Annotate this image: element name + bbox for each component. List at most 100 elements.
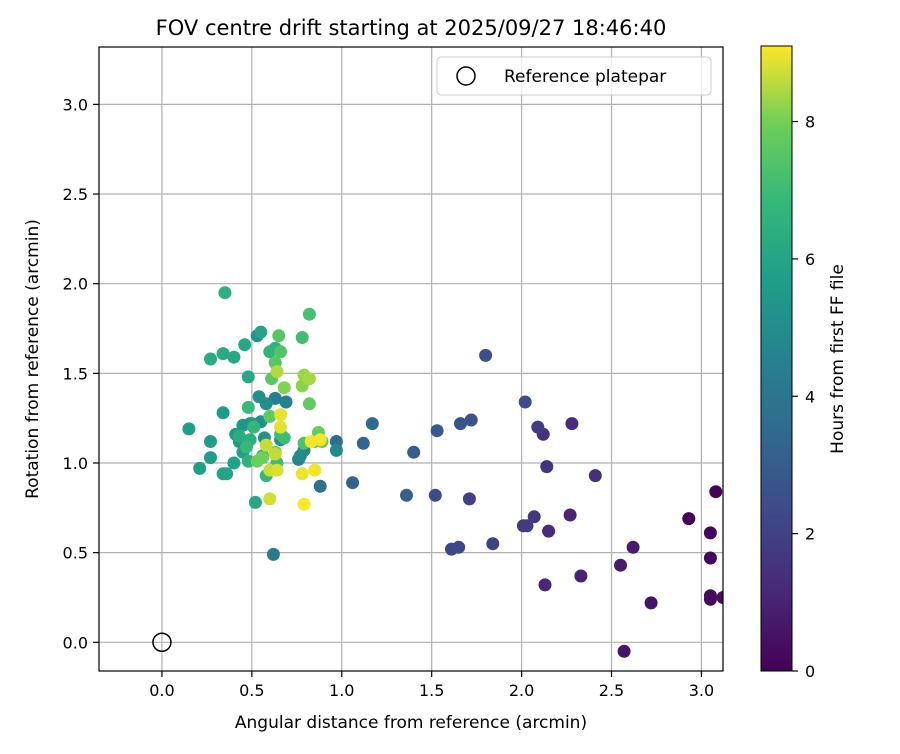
reference-point bbox=[152, 632, 172, 653]
legend-box bbox=[436, 56, 712, 96]
data-point bbox=[263, 345, 277, 359]
data-point bbox=[313, 433, 327, 447]
data-point bbox=[247, 420, 261, 434]
data-point bbox=[430, 424, 444, 438]
data-point bbox=[462, 492, 476, 506]
colorbar-tick-label: 4 bbox=[805, 387, 815, 406]
data-point bbox=[302, 307, 316, 321]
data-point bbox=[365, 417, 379, 431]
data-point bbox=[614, 558, 627, 572]
data-point bbox=[518, 395, 532, 409]
data-point bbox=[270, 463, 284, 477]
data-point bbox=[588, 469, 602, 483]
data-point bbox=[270, 365, 284, 379]
x-tick-label: 0.0 bbox=[149, 681, 174, 700]
data-point bbox=[216, 347, 230, 361]
data-point bbox=[703, 526, 717, 540]
data-point bbox=[308, 463, 322, 477]
data-point bbox=[703, 551, 717, 565]
data-point bbox=[716, 591, 723, 604]
data-point bbox=[254, 325, 268, 339]
grid bbox=[99, 47, 723, 671]
data-point bbox=[295, 331, 309, 344]
data-point bbox=[277, 431, 291, 445]
data-point bbox=[252, 390, 266, 404]
colorbar-tick-label: 8 bbox=[805, 113, 815, 132]
colorbar bbox=[760, 45, 793, 672]
data-point bbox=[644, 596, 658, 610]
legend: Reference platepar bbox=[436, 56, 712, 96]
data-point bbox=[400, 488, 413, 502]
data-point bbox=[268, 447, 282, 461]
y-tick-label: 0.5 bbox=[63, 544, 88, 563]
data-point bbox=[274, 345, 288, 359]
data-point bbox=[241, 400, 255, 414]
y-tick-label: 1.5 bbox=[63, 364, 88, 383]
data-point bbox=[313, 479, 327, 493]
data-point bbox=[346, 476, 360, 490]
data-point bbox=[238, 338, 252, 352]
data-point bbox=[193, 461, 207, 475]
x-tick-label: 0.5 bbox=[239, 681, 264, 700]
colorbar-ticks: 0 2 4 6 8 bbox=[792, 113, 815, 681]
data-point bbox=[227, 350, 241, 364]
data-point bbox=[204, 352, 217, 366]
data-point bbox=[563, 508, 577, 522]
data-point bbox=[520, 519, 534, 533]
data-point bbox=[538, 578, 552, 592]
colorbar-tick-label: 6 bbox=[805, 250, 815, 269]
data-point bbox=[272, 329, 286, 343]
plot-area bbox=[99, 47, 723, 671]
colorbar-tick-label: 0 bbox=[805, 662, 815, 681]
data-point bbox=[204, 435, 217, 448]
data-points bbox=[182, 286, 723, 658]
x-tick-label: 1.0 bbox=[329, 681, 354, 700]
x-axis-label: Angular distance from reference (arcmin) bbox=[235, 713, 587, 733]
y-tick-label: 1.0 bbox=[63, 454, 88, 473]
data-point bbox=[293, 449, 307, 463]
data-point bbox=[263, 409, 277, 423]
data-point bbox=[452, 540, 466, 554]
data-point bbox=[428, 488, 442, 502]
data-point bbox=[241, 370, 255, 384]
data-point bbox=[295, 467, 309, 481]
data-point bbox=[232, 429, 246, 443]
y-tick-label: 2.5 bbox=[63, 185, 88, 204]
data-point bbox=[454, 417, 467, 431]
data-point bbox=[220, 467, 234, 481]
data-point bbox=[241, 454, 255, 468]
data-point bbox=[216, 406, 230, 420]
plot-frame bbox=[98, 46, 724, 672]
data-point bbox=[277, 381, 291, 395]
data-point bbox=[540, 460, 554, 474]
x-tick-label: 2.0 bbox=[509, 681, 534, 700]
data-point bbox=[709, 485, 723, 499]
data-point bbox=[464, 413, 478, 427]
data-point bbox=[240, 440, 253, 454]
data-point bbox=[682, 512, 696, 526]
colorbar-label: Hours from first FF file bbox=[828, 264, 848, 454]
data-point bbox=[356, 436, 370, 450]
axis-ticks: 0.0 0.5 1.0 1.5 2.0 2.5 3.0 0.0 0.5 1.0 1.5 2.0 2.5 3… bbox=[63, 95, 715, 700]
data-point bbox=[227, 456, 241, 470]
data-point bbox=[574, 569, 588, 583]
data-point bbox=[248, 495, 262, 509]
data-point bbox=[274, 420, 288, 434]
data-point bbox=[266, 547, 280, 561]
chart-title: FOV centre drift starting at 2025/09/27 … bbox=[156, 16, 667, 40]
data-point bbox=[302, 397, 316, 411]
data-point bbox=[256, 451, 270, 465]
data-point bbox=[479, 348, 493, 362]
x-tick-label: 2.5 bbox=[599, 681, 624, 700]
data-point bbox=[297, 497, 311, 511]
data-point bbox=[486, 537, 500, 551]
data-point bbox=[302, 372, 316, 386]
data-point bbox=[204, 451, 217, 465]
y-tick-label: 3.0 bbox=[63, 95, 88, 114]
legend-entry: Reference platepar bbox=[504, 67, 666, 87]
data-point bbox=[329, 435, 343, 448]
data-point bbox=[329, 443, 343, 457]
colorbar-tick-label: 2 bbox=[805, 525, 815, 544]
